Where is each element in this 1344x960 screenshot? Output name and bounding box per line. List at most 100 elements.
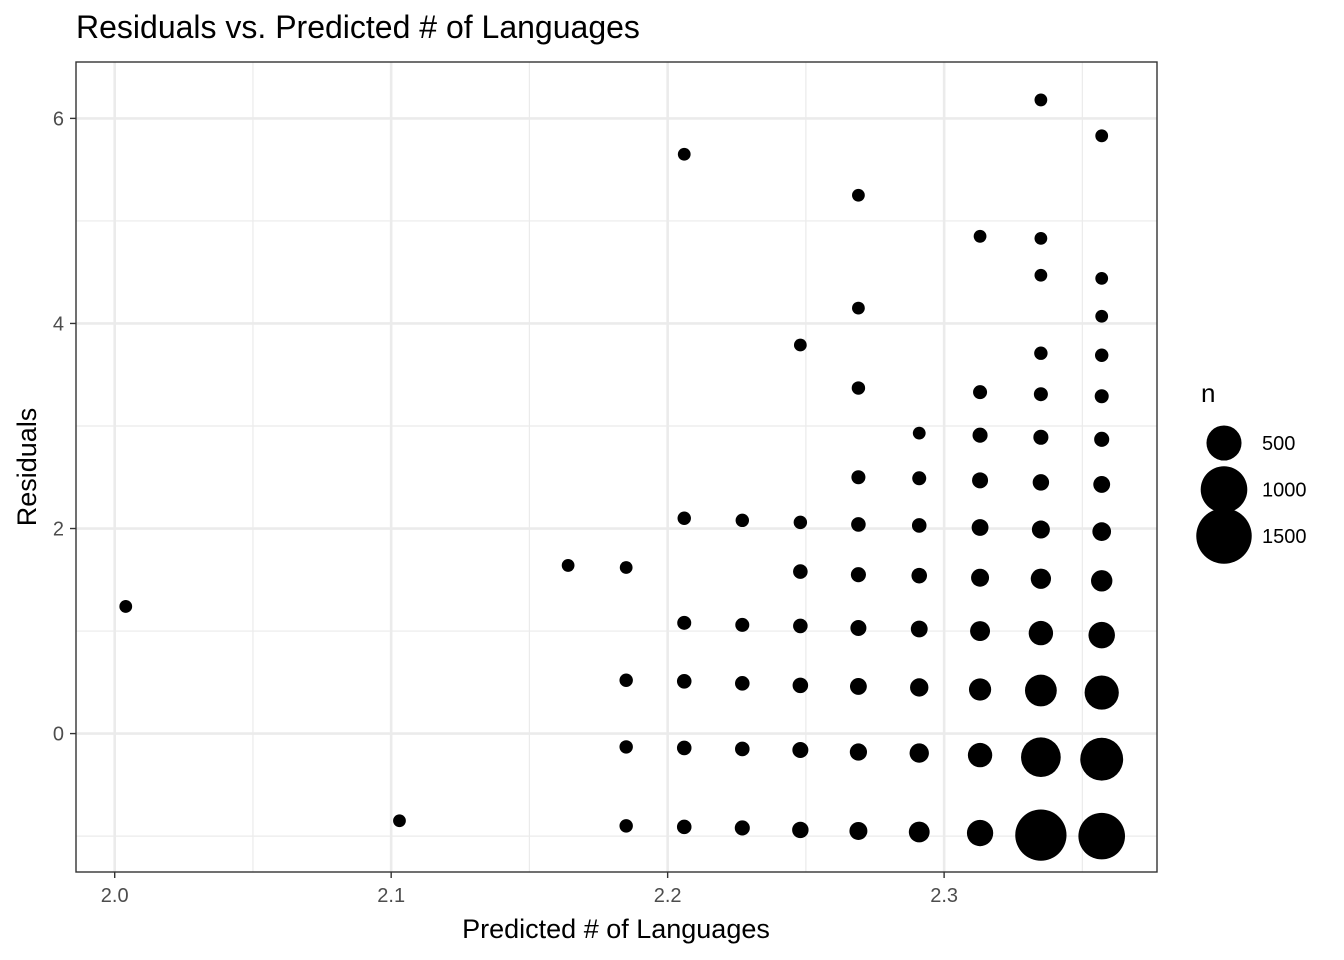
chart-title: Residuals vs. Predicted # of Languages [76,9,640,45]
data-point [1095,129,1109,143]
x-tick-label: 2.2 [654,885,682,907]
data-point [1015,809,1067,861]
data-point [910,678,929,697]
data-point [967,742,993,768]
data-point [1095,309,1109,323]
plot-panel [75,61,1158,873]
data-point [734,820,750,836]
data-point [1030,568,1052,589]
data-point [1084,675,1119,710]
x-tick-label: 2.3 [930,885,958,907]
x-axis-ticks: 2.0 2.1 2.2 2.3 [101,872,958,907]
data-point [735,513,750,528]
data-point [911,518,927,533]
data-point [972,427,988,443]
data-point [793,338,807,352]
legend-label: 500 [1262,433,1295,455]
data-point [677,511,691,525]
y-tick-label: 0 [53,724,64,746]
panel-border [75,61,1158,873]
data-point [1034,268,1048,282]
data-point [792,677,809,694]
data-point [910,620,928,638]
data-point [1021,737,1061,778]
data-point [1031,520,1050,539]
data-point [793,618,808,634]
data-point [677,615,692,630]
y-axis-ticks: 0 2 4 6 [53,108,76,746]
data-point [1093,476,1111,493]
data-point [1034,231,1048,245]
y-tick-label: 6 [53,108,64,130]
data-point [852,188,865,202]
y-tick-label: 4 [53,313,64,335]
data-point [968,678,992,701]
legend-key [1196,508,1252,564]
data-point [911,567,928,584]
data-point [849,821,868,840]
data-point [973,385,988,400]
data-point [971,568,990,587]
data-point [619,819,633,833]
data-point [677,147,691,161]
data-point [1094,431,1110,447]
data-point [119,600,133,613]
data-point [972,472,989,489]
data-point [1034,346,1048,360]
data-point [619,673,633,687]
data-point [676,674,692,689]
data-point [793,515,808,530]
data-point [792,741,809,758]
data-point [970,621,991,642]
legend-key [1206,425,1242,461]
data-point [851,381,866,395]
x-tick-label: 2.0 [101,885,129,907]
data-point [619,740,633,754]
data-point [909,743,929,763]
data-point [1032,474,1050,491]
data-point [1034,93,1048,107]
data-point [966,819,994,847]
data-point [849,677,867,695]
data-point [1033,429,1049,445]
data-point [792,821,809,839]
data-point [1024,674,1057,707]
data-point [912,426,926,440]
x-tick-label: 2.1 [377,885,405,907]
legend-label: 1000 [1262,480,1307,502]
data-point [793,564,808,579]
data-point [561,559,575,572]
data-point [1094,348,1109,362]
data-point [850,619,867,636]
size-legend: n 500 1000 1500 [1196,378,1307,564]
data-point [1028,620,1054,646]
data-point [850,567,866,583]
y-tick-label: 2 [53,519,64,541]
data-point [912,471,927,486]
data-point [735,741,750,757]
x-axis-title: Predicted # of Languages [462,914,770,944]
data-point [971,519,989,536]
data-point [1078,812,1126,860]
data-points [119,93,1126,861]
data-point [851,470,866,485]
data-point [735,617,750,632]
legend-items: 500 1000 1500 [1196,425,1307,564]
data-point [908,821,930,843]
data-point [1080,737,1124,781]
data-point [1033,387,1048,402]
minor-grid [76,62,1157,872]
legend-title: n [1201,378,1215,408]
data-point [393,814,406,828]
legend-label: 1500 [1262,526,1307,548]
data-point [735,676,750,691]
y-axis-title: Residuals [12,408,42,527]
legend-key [1200,466,1248,513]
data-point [852,301,865,315]
data-point [851,517,866,532]
data-point [676,819,692,835]
data-point [619,561,633,574]
data-point [849,743,868,761]
data-point [1091,570,1113,592]
